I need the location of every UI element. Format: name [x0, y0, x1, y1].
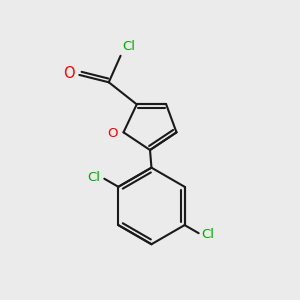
Text: Cl: Cl — [202, 228, 214, 241]
Text: O: O — [63, 66, 75, 81]
Text: Cl: Cl — [87, 171, 100, 184]
Text: Cl: Cl — [122, 40, 135, 53]
Text: O: O — [107, 127, 118, 140]
